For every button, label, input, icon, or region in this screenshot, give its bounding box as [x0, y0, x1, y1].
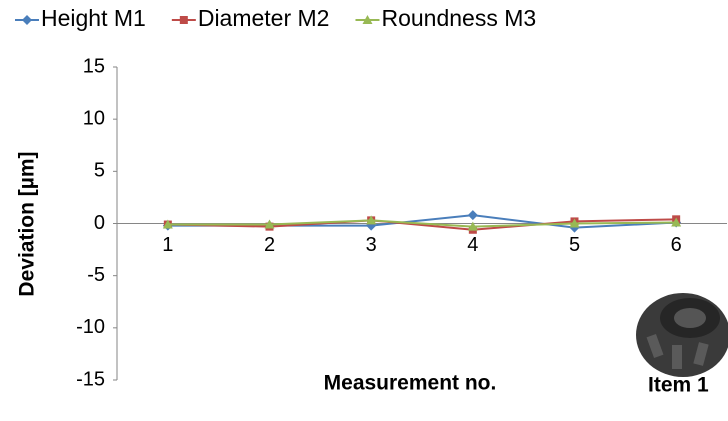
series-line: [167, 218, 677, 231]
y-tick-label: -15: [76, 368, 105, 390]
annotation: Item 1: [648, 374, 709, 397]
y-axis-title: Deviation [µm]: [16, 151, 39, 296]
y-tick-label: 0: [94, 212, 105, 234]
legend-label: Diameter M2: [198, 5, 330, 31]
series-line: [167, 219, 677, 228]
y-tick-label: 15: [83, 55, 105, 77]
marker: [179, 16, 188, 24]
marker: [569, 218, 580, 228]
legend-label: Roundness M3: [381, 5, 536, 31]
marker: [366, 215, 377, 225]
marker: [362, 15, 373, 24]
x-tick-label: 1: [162, 234, 173, 256]
item-image: [636, 293, 728, 377]
x-tick-label: 5: [569, 234, 580, 256]
marker: [467, 221, 478, 231]
x-tick-label: 3: [366, 234, 377, 256]
y-tick-label: -10: [76, 316, 105, 338]
y-tick-label: 5: [94, 160, 105, 182]
legend-label: Height M1: [41, 5, 146, 31]
marker: [22, 15, 32, 25]
y-tick-label: 10: [83, 107, 105, 129]
marker: [162, 219, 173, 229]
y-tick-label: -5: [87, 264, 105, 286]
x-tick-label: 6: [671, 234, 682, 256]
x-tick-label: 4: [467, 234, 478, 256]
x-axis-title: Measurement no.: [324, 372, 497, 395]
marker: [467, 210, 478, 221]
x-tick-label: 2: [264, 234, 275, 256]
marker: [671, 217, 682, 227]
marker: [264, 219, 275, 229]
